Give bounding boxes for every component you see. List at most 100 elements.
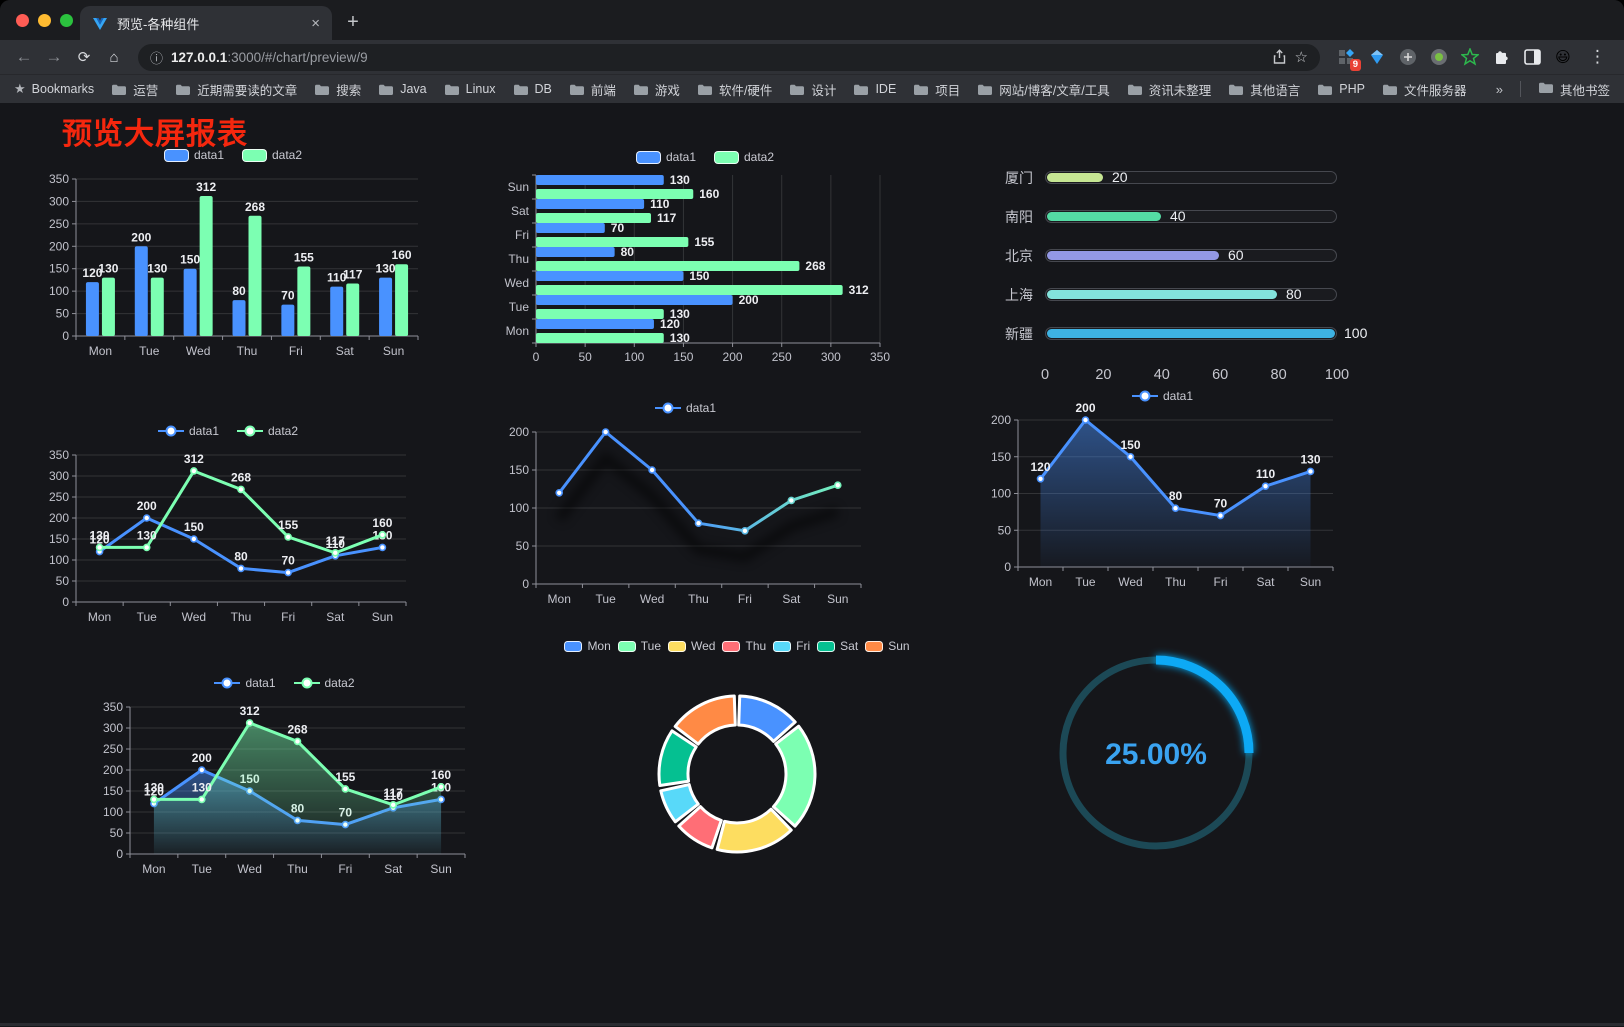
- data-point[interactable]: [787, 496, 796, 505]
- data-point[interactable]: [1171, 504, 1180, 512]
- bar[interactable]: [101, 277, 115, 336]
- data-point[interactable]: [197, 766, 206, 774]
- minimize-window-button[interactable]: [38, 14, 51, 27]
- chart-blue-area[interactable]: data1 0 50 100 150 200 Mon Tue Wed Thu Fri Sat Sun 12…: [980, 386, 1345, 591]
- bookmark-item[interactable]: IDE: [853, 82, 896, 96]
- bar[interactable]: [199, 196, 213, 336]
- data-point[interactable]: [237, 485, 245, 494]
- fullscreen-window-button[interactable]: [60, 14, 73, 27]
- bookmark-item[interactable]: 文件服务器: [1382, 80, 1466, 99]
- legend-item[interactable]: Wed: [668, 639, 715, 653]
- chart-donut-pie[interactable]: Mon Tue Wed Thu Fri Sat Sun: [552, 636, 922, 896]
- data-point[interactable]: [1126, 452, 1135, 461]
- data-point[interactable]: [555, 489, 564, 497]
- site-info-icon[interactable]: ⓘ: [150, 50, 164, 66]
- pie-slice[interactable]: [659, 783, 700, 824]
- legend-item[interactable]: data1: [163, 148, 224, 162]
- data-point[interactable]: [1261, 482, 1270, 490]
- legend-item[interactable]: Mon: [564, 639, 611, 653]
- legend-item[interactable]: data1: [1131, 389, 1193, 403]
- other-bookmarks[interactable]: 其他书签: [1538, 80, 1610, 99]
- chart-horizontal-bar[interactable]: data1 data2 0 50 100 150 200 250 300 350 Mon Tue Wed…: [500, 147, 910, 365]
- data-point[interactable]: [284, 533, 292, 541]
- chart-gauge-ring[interactable]: 25.00%: [1040, 643, 1270, 868]
- bookmark-item[interactable]: 搜索: [314, 80, 361, 99]
- bar[interactable]: [536, 319, 654, 329]
- bookmark-star-icon[interactable]: ☆: [1294, 49, 1308, 66]
- bar[interactable]: [536, 309, 664, 319]
- extension-circle-command-icon[interactable]: [1398, 47, 1418, 67]
- data-point[interactable]: [648, 466, 656, 474]
- bar[interactable]: [536, 333, 664, 343]
- extension-green-star-icon[interactable]: [1460, 47, 1480, 67]
- bar[interactable]: [536, 223, 605, 233]
- legend-item[interactable]: data1: [214, 676, 276, 690]
- extension-gem-icon[interactable]: [1367, 47, 1387, 67]
- data-point[interactable]: [142, 543, 151, 552]
- bookmark-item[interactable]: 近期需要读的文章: [175, 80, 297, 99]
- data-point[interactable]: [284, 568, 292, 577]
- chart-progress-bars[interactable]: 厦门 20 南阳 40 北京 60 上海 80 新疆 100 0 20 40 60 80 100: [995, 158, 1375, 393]
- data-point[interactable]: [197, 795, 206, 804]
- bar[interactable]: [536, 247, 615, 257]
- side-panel-icon[interactable]: [1522, 47, 1542, 67]
- bar[interactable]: [297, 266, 311, 336]
- home-icon[interactable]: ⌂: [109, 48, 119, 66]
- data-point[interactable]: [1036, 475, 1045, 483]
- bar[interactable]: [150, 277, 164, 336]
- data-point[interactable]: [293, 737, 302, 746]
- data-point[interactable]: [378, 531, 387, 539]
- bar[interactable]: [281, 304, 295, 336]
- new-tab-button[interactable]: +: [347, 10, 359, 33]
- legend-item[interactable]: data1: [635, 150, 696, 164]
- data-point[interactable]: [437, 783, 445, 791]
- bookmark-item[interactable]: 网站/博客/文章/工具: [977, 80, 1110, 99]
- bar[interactable]: [536, 175, 664, 185]
- data-point[interactable]: [694, 519, 703, 527]
- legend-item[interactable]: Sun: [865, 639, 910, 653]
- bookmark-item[interactable]: 软件/硬件: [697, 80, 772, 99]
- data-point[interactable]: [245, 719, 254, 727]
- bar[interactable]: [536, 213, 651, 223]
- extensions-puzzle-icon[interactable]: [1491, 47, 1511, 67]
- data-point[interactable]: [190, 467, 198, 475]
- bar[interactable]: [85, 282, 99, 336]
- pie-slice[interactable]: [715, 807, 793, 854]
- bar[interactable]: [330, 286, 344, 336]
- legend-item[interactable]: data2: [237, 424, 298, 438]
- legend-item[interactable]: data2: [242, 148, 302, 162]
- share-icon[interactable]: [1272, 49, 1287, 65]
- data-point[interactable]: [1306, 467, 1315, 476]
- data-point[interactable]: [95, 543, 104, 552]
- browser-tab[interactable]: 预览-各种组件 ×: [80, 6, 332, 40]
- legend-item[interactable]: Tue: [617, 639, 661, 653]
- bar[interactable]: [536, 261, 800, 271]
- reload-icon[interactable]: ⟳: [77, 49, 91, 66]
- data-point[interactable]: [378, 543, 387, 552]
- address-bar[interactable]: ⓘ 127.0.0.1:3000/#/chart/preview/9 ☆: [138, 43, 1320, 71]
- bookmark-item[interactable]: 游戏: [633, 80, 680, 99]
- bookmark-item[interactable]: 资讯未整理: [1127, 80, 1211, 99]
- bar[interactable]: [248, 215, 262, 336]
- extension-grid-icon[interactable]: 9: [1336, 47, 1361, 71]
- legend-item[interactable]: data2: [714, 150, 774, 164]
- pie-slice[interactable]: [673, 694, 737, 746]
- bookmark-item[interactable]: 运营: [111, 80, 158, 99]
- bar[interactable]: [536, 237, 689, 247]
- data-point[interactable]: [142, 514, 151, 522]
- legend-item[interactable]: Thu: [722, 639, 766, 653]
- pie-slice[interactable]: [771, 724, 817, 828]
- bookmark-item[interactable]: PHP: [1317, 82, 1365, 96]
- bookmark-item[interactable]: 前端: [569, 80, 616, 99]
- bookmark-item[interactable]: 其他语言: [1228, 80, 1300, 99]
- chart-two-areas[interactable]: data1 data2 0 50 100 150 200 250 300 350 Mon Tue Wed…: [92, 673, 477, 878]
- bar[interactable]: [379, 277, 393, 336]
- chart-two-lines[interactable]: data1 data2 0 50 100 150 200 250 300 350 Mon Tue Wed…: [38, 421, 418, 626]
- bookmark-item[interactable]: Java: [378, 82, 427, 96]
- legend-item[interactable]: data1: [654, 401, 716, 415]
- bar[interactable]: [232, 300, 246, 336]
- data-point[interactable]: [601, 428, 610, 436]
- bar[interactable]: [536, 295, 733, 305]
- data-point[interactable]: [389, 801, 398, 809]
- legend-item[interactable]: data2: [293, 676, 355, 690]
